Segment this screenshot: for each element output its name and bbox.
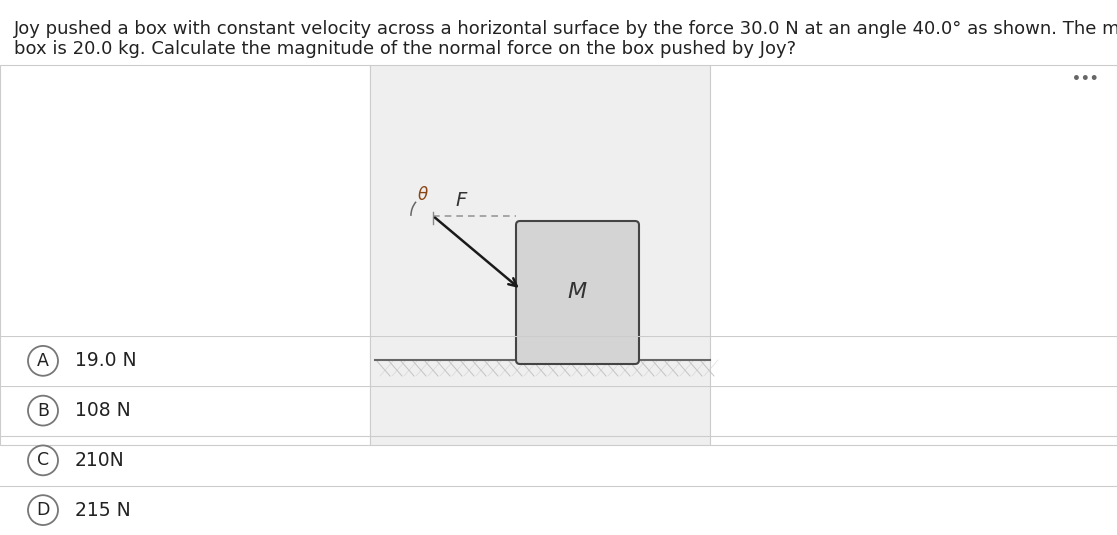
Text: $\theta$: $\theta$ — [417, 186, 429, 204]
Text: Joy pushed a box with constant velocity across a horizontal surface by the force: Joy pushed a box with constant velocity … — [15, 20, 1117, 38]
Text: C: C — [37, 452, 49, 469]
Circle shape — [28, 346, 58, 376]
Text: A: A — [37, 352, 49, 370]
Text: 108 N: 108 N — [75, 401, 131, 420]
Text: box is 20.0 kg. Calculate the magnitude of the normal force on the box pushed by: box is 20.0 kg. Calculate the magnitude … — [15, 40, 796, 58]
Text: B: B — [37, 402, 49, 419]
Text: 19.0 N: 19.0 N — [75, 351, 136, 370]
Text: •••: ••• — [1071, 72, 1098, 86]
Circle shape — [28, 446, 58, 475]
Circle shape — [28, 396, 58, 425]
FancyBboxPatch shape — [516, 221, 639, 364]
Text: D: D — [37, 501, 49, 519]
Text: $M$: $M$ — [567, 282, 588, 302]
Text: $F$: $F$ — [455, 191, 468, 210]
Text: 210N: 210N — [75, 451, 125, 470]
Bar — [370, 65, 710, 445]
Bar — [0, 65, 370, 445]
Text: 215 N: 215 N — [75, 501, 131, 519]
Bar — [710, 65, 1117, 445]
Circle shape — [28, 495, 58, 525]
